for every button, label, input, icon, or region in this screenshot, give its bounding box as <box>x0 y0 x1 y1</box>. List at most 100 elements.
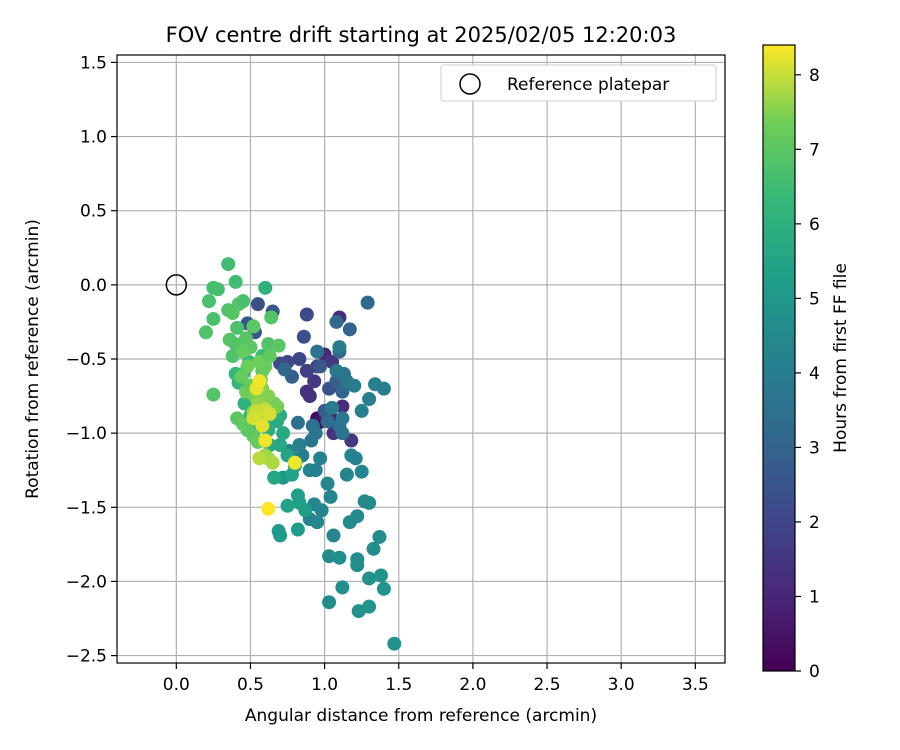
data-point <box>387 636 402 651</box>
data-point <box>335 426 350 441</box>
data-point <box>354 464 369 479</box>
data-point <box>237 396 252 411</box>
reference-marker-group <box>165 274 188 296</box>
data-point <box>357 494 372 509</box>
colorbar-tick-label: 3 <box>809 438 820 458</box>
y-tick-label: 0.0 <box>80 276 107 296</box>
data-point <box>362 571 377 586</box>
colorbar-tick-label: 8 <box>809 66 820 86</box>
data-point <box>372 529 387 544</box>
data-point <box>332 550 347 565</box>
data-point <box>236 417 251 432</box>
y-axis-ticks: 1.5 1.0 0.5 0.0 −0.5 −1.0 −1.5 −2.0 −2.5 <box>66 53 117 667</box>
x-tick-label: 0.0 <box>163 675 190 695</box>
data-point <box>335 580 350 595</box>
data-point <box>273 528 288 543</box>
colorbar-tick-label: 4 <box>809 364 820 384</box>
colorbar-ticks: 0 1 2 3 4 5 6 7 8 <box>795 66 820 682</box>
data-point <box>335 411 350 426</box>
data-point <box>252 354 267 369</box>
data-point <box>290 522 305 537</box>
x-axis-label: Angular distance from reference (arcmin) <box>245 706 597 726</box>
data-point <box>262 406 277 421</box>
y-tick-label: 1.5 <box>80 53 107 73</box>
x-axis-ticks: 0.0 0.5 1.0 1.5 2.0 2.5 3.0 3.5 <box>163 663 709 695</box>
chart-title: FOV centre drift starting at 2025/02/05 … <box>166 23 677 47</box>
x-tick-label: 3.0 <box>608 675 635 695</box>
x-tick-label: 1.5 <box>385 675 412 695</box>
data-point <box>373 568 388 583</box>
data-point <box>246 319 261 334</box>
data-point <box>258 280 273 295</box>
y-tick-label: 0.5 <box>80 202 107 222</box>
data-point <box>326 528 341 543</box>
colorbar-label: Hours from first FF file <box>831 263 851 453</box>
data-point <box>198 325 213 340</box>
data-point <box>342 322 357 337</box>
data-point <box>252 451 267 466</box>
x-tick-label: 2.0 <box>459 675 486 695</box>
data-point <box>339 467 354 482</box>
data-point <box>354 403 369 418</box>
data-point <box>362 392 377 407</box>
data-point <box>206 311 221 326</box>
data-point <box>236 344 251 359</box>
data-point <box>206 387 221 402</box>
data-point <box>366 541 381 556</box>
data-points <box>198 257 402 651</box>
colorbar-tick-label: 5 <box>809 289 820 309</box>
data-point <box>236 294 251 309</box>
data-point <box>323 489 338 504</box>
data-point <box>308 426 323 441</box>
y-axis-label: Rotation from reference (arcmin) <box>23 219 43 499</box>
data-point <box>348 451 363 466</box>
data-point <box>313 451 328 466</box>
data-point <box>210 282 225 297</box>
data-point <box>290 415 305 430</box>
data-point <box>322 595 337 610</box>
colorbar-gradient <box>762 44 796 672</box>
data-point <box>228 274 243 289</box>
x-tick-label: 0.5 <box>237 675 264 695</box>
data-point <box>240 359 255 374</box>
colorbar-tick-label: 1 <box>809 587 820 607</box>
data-point <box>255 418 270 433</box>
y-tick-label: −2.0 <box>66 572 107 592</box>
data-point <box>308 463 323 478</box>
data-point <box>273 438 288 453</box>
data-point <box>325 400 340 415</box>
data-point <box>302 389 317 404</box>
y-tick-label: −1.5 <box>66 498 107 518</box>
data-point <box>313 359 328 374</box>
data-point <box>292 352 307 366</box>
x-tick-label: 3.5 <box>682 675 709 695</box>
data-point <box>350 558 365 573</box>
data-point <box>310 344 325 359</box>
data-point <box>320 476 335 491</box>
data-point <box>329 314 344 329</box>
data-point <box>250 297 265 312</box>
data-point <box>376 581 391 596</box>
colorbar-tick-label: 0 <box>809 662 820 682</box>
data-point <box>221 257 236 272</box>
data-point <box>267 470 282 485</box>
data-point <box>230 320 245 335</box>
data-point <box>360 295 375 310</box>
y-tick-label: −2.5 <box>66 647 107 667</box>
data-point <box>347 378 362 393</box>
data-point <box>336 366 351 381</box>
legend-label-reference: Reference platepar <box>507 75 669 95</box>
data-point <box>252 374 267 389</box>
data-point <box>262 349 277 364</box>
data-point <box>258 433 273 448</box>
grid-lines <box>117 55 725 663</box>
data-point <box>261 501 276 516</box>
data-point <box>280 498 295 513</box>
data-point <box>264 310 279 325</box>
data-point <box>296 329 311 344</box>
data-point <box>287 455 302 470</box>
legend-box <box>440 64 717 102</box>
colorbar-tick-label: 2 <box>809 513 820 533</box>
data-point <box>299 307 314 322</box>
